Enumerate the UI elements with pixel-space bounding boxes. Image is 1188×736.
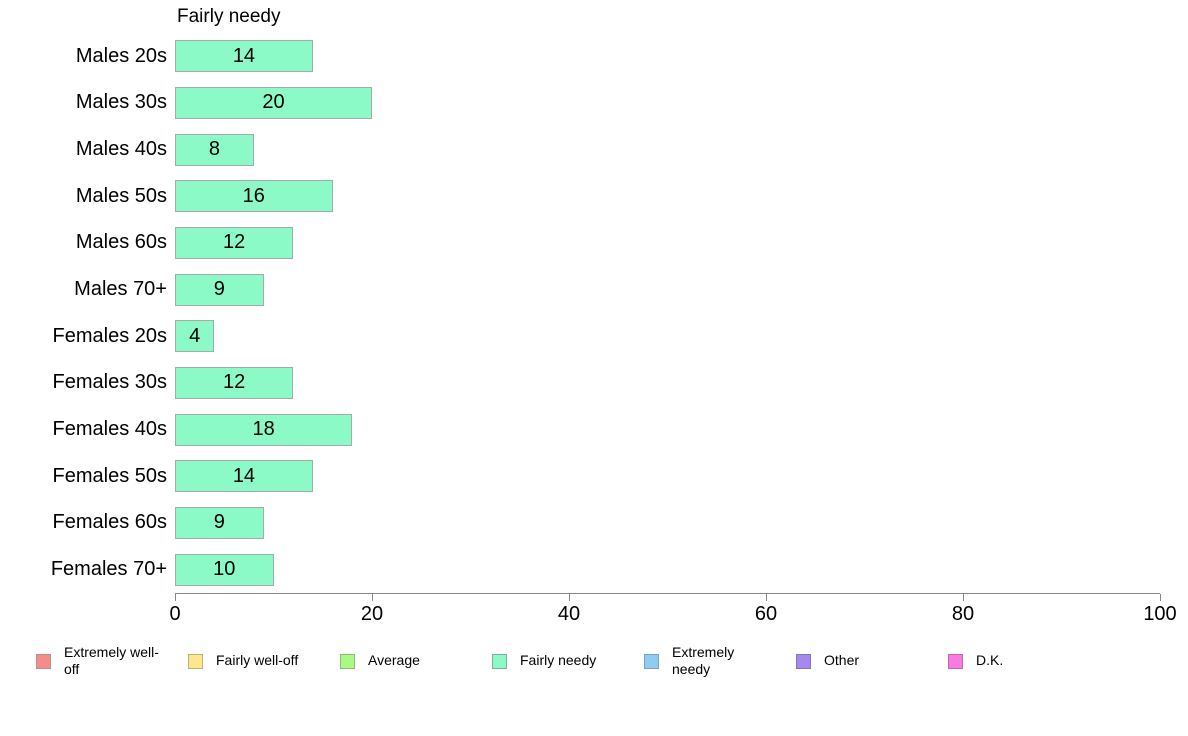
legend-swatch xyxy=(796,653,811,669)
bar-value-label: 9 xyxy=(213,278,225,301)
bar-value-label: 12 xyxy=(222,231,246,254)
chart-row: Females 20s 4 xyxy=(0,313,1170,360)
x-axis: 0 20 40 60 80 100 xyxy=(169,593,1177,626)
category-label: Females 30s xyxy=(52,371,168,394)
chart-row: Females 70+ 10 xyxy=(0,546,1170,593)
category-label: Males 30s xyxy=(75,91,167,114)
axis-tick-label: 80 xyxy=(951,603,975,625)
legend-swatch xyxy=(188,653,203,669)
bar: 18 xyxy=(175,413,353,446)
legend-swatch xyxy=(492,653,507,669)
category-label: Males 50s xyxy=(75,184,167,207)
bar-value-label: 18 xyxy=(252,418,275,441)
axis-tick xyxy=(372,594,373,601)
legend-item: Average xyxy=(340,640,492,682)
bar: 16 xyxy=(175,180,333,213)
bar-value-label: 14 xyxy=(232,464,256,487)
bar-value-label: 10 xyxy=(213,558,236,581)
legend-item: Fairly needy xyxy=(492,640,644,682)
chart-title: Fairly needy xyxy=(177,6,281,27)
chart-row: Males 50s 16 xyxy=(0,173,1170,220)
bar: 8 xyxy=(175,133,254,166)
legend-label: Extremely well-off xyxy=(64,643,159,678)
category-label: Males 70+ xyxy=(74,278,167,301)
legend-label: D.K. xyxy=(976,652,1004,669)
bar-value-label: 20 xyxy=(262,91,285,114)
bar: 14 xyxy=(175,40,313,73)
legend-label: Other xyxy=(824,652,860,669)
legend-item: Extremely well-off xyxy=(36,640,188,682)
legend-item: Other xyxy=(796,640,948,682)
chart-row: Males 70+ 9 xyxy=(0,266,1170,313)
bar-value-label: 14 xyxy=(232,44,256,67)
bar-value-label: 8 xyxy=(208,138,220,161)
bar: 10 xyxy=(175,553,274,586)
axis-tick-label: 40 xyxy=(557,603,581,625)
legend-label: Fairly needy xyxy=(520,652,597,669)
chart-row: Males 40s 8 xyxy=(0,126,1170,173)
category-label: Females 50s xyxy=(52,464,168,487)
chart-row: Females 60s 9 xyxy=(0,500,1170,547)
plot-area: Males 20s 14 Males 30s 20 Males 40s 8 Males 50… xyxy=(0,33,1170,593)
legend-label: Fairly well-off xyxy=(216,652,299,669)
axis-tick xyxy=(569,594,570,601)
chart-row: Females 30s 12 xyxy=(0,360,1170,407)
category-label: Females 40s xyxy=(52,418,168,441)
bar: 9 xyxy=(175,506,264,539)
axis-tick-label: 0 xyxy=(169,603,181,625)
bar: 9 xyxy=(175,273,264,306)
category-label: Males 20s xyxy=(75,44,167,67)
legend-item: Extremely needy xyxy=(644,640,796,682)
axis-tick xyxy=(175,594,176,601)
category-label: Males 40s xyxy=(75,138,167,161)
legend: Extremely well-off Fairly well-off Average… xyxy=(36,640,1100,682)
axis-tick xyxy=(1160,594,1161,601)
legend-label: Average xyxy=(368,652,420,669)
bar-value-label: 16 xyxy=(242,184,265,207)
legend-label: Extremely needy xyxy=(672,643,735,678)
bar: 20 xyxy=(175,86,372,119)
axis-tick-label: 60 xyxy=(754,603,778,625)
axis-tick xyxy=(963,594,964,601)
axis-tick-label: 20 xyxy=(360,603,384,625)
axis-tick-label: 100 xyxy=(1143,603,1177,625)
bar: 12 xyxy=(175,366,294,399)
legend-swatch xyxy=(36,653,51,669)
chart-row: Males 20s 14 xyxy=(0,33,1170,80)
bar: 4 xyxy=(175,320,215,353)
bar-value-label: 4 xyxy=(189,324,201,347)
bar: 14 xyxy=(175,460,313,493)
chart-row: Females 50s 14 xyxy=(0,453,1170,500)
bar: 12 xyxy=(175,226,294,259)
legend-swatch xyxy=(644,653,659,669)
legend-swatch xyxy=(948,653,963,669)
chart-row: Males 60s 12 xyxy=(0,220,1170,267)
legend-item: Fairly well-off xyxy=(188,640,340,682)
category-label: Females 70+ xyxy=(50,558,167,581)
category-label: Males 60s xyxy=(75,231,167,254)
chart-row: Females 40s 18 xyxy=(0,406,1170,453)
category-label: Females 60s xyxy=(52,511,168,534)
bar-value-label: 9 xyxy=(213,511,225,534)
bar-value-label: 12 xyxy=(222,371,246,394)
chart-row: Males 30s 20 xyxy=(0,80,1170,127)
category-label: Females 20s xyxy=(52,324,168,347)
axis-tick xyxy=(766,594,767,601)
legend-item: D.K. xyxy=(948,640,1100,682)
legend-swatch xyxy=(340,653,355,669)
